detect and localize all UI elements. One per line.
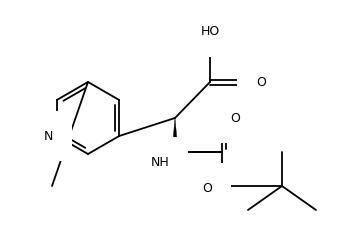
Text: O: O (202, 181, 212, 195)
Text: O: O (256, 76, 266, 88)
Text: NH: NH (150, 156, 169, 169)
Text: O: O (230, 112, 240, 125)
Text: N: N (43, 130, 53, 142)
Text: HO: HO (200, 25, 219, 38)
Polygon shape (172, 118, 178, 152)
